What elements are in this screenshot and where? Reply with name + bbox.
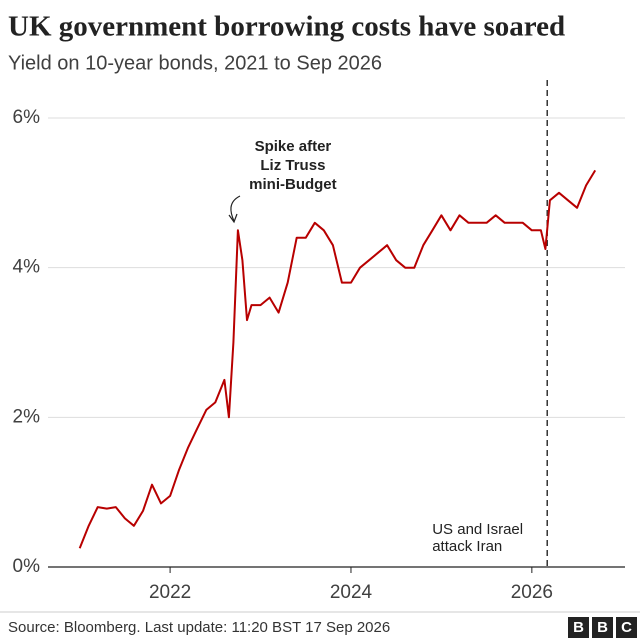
y-tick-label: 2%	[13, 406, 41, 427]
spike-label: mini-Budget	[249, 176, 337, 193]
x-tick-label: 2022	[149, 582, 191, 603]
spike-label: Liz Truss	[260, 157, 325, 174]
logo-letter: C	[621, 619, 632, 636]
y-tick-label: 6%	[13, 107, 41, 128]
logo-box	[616, 617, 637, 638]
logo-letter: B	[573, 619, 584, 636]
yield-line	[78, 169, 597, 549]
logo-box	[568, 617, 589, 638]
y-tick-label: 0%	[13, 556, 41, 577]
event-label: US and Israel	[432, 521, 523, 538]
annotation-arrow	[230, 195, 241, 222]
logo-letter: B	[597, 619, 608, 636]
logo-box	[592, 617, 613, 638]
annotation-arrowhead	[228, 213, 238, 224]
x-tick-label: 2026	[511, 582, 553, 603]
spike-label: Spike after	[255, 138, 332, 155]
y-tick-label: 4%	[13, 257, 41, 278]
chart-title: UK government borrowing costs have soare…	[8, 11, 565, 43]
source: Source: Bloomberg. Last update: 11:20 BS…	[8, 619, 390, 636]
event-label: attack Iran	[432, 538, 502, 555]
x-tick-label: 2024	[330, 582, 373, 603]
chart-subtitle: Yield on 10-year bonds, 2021 to Sep 2026	[8, 52, 382, 74]
